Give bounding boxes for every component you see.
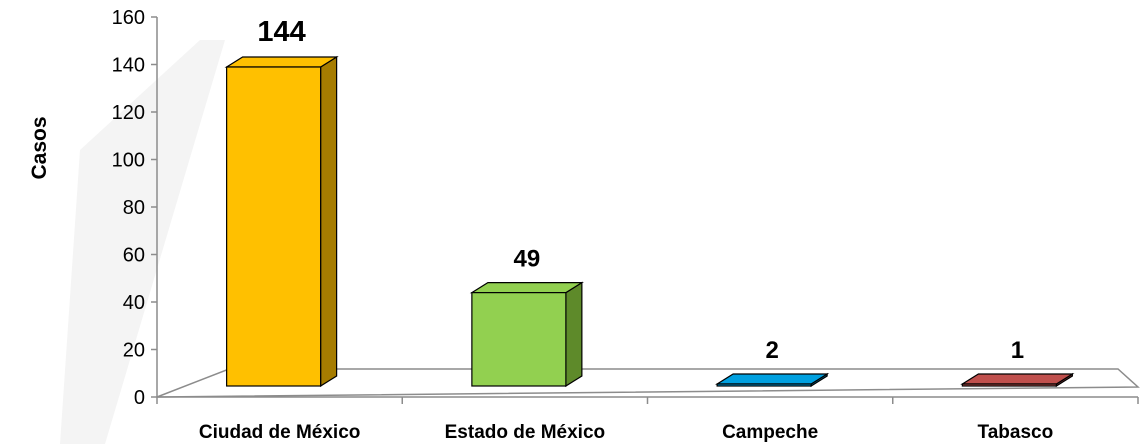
category-label: Tabasco [978, 422, 1054, 443]
bar-side-face [565, 281, 583, 388]
floor-plane [156, 368, 1140, 398]
y-tick-label: 0 [134, 387, 145, 409]
bars [224, 55, 1075, 388]
chart-floor [156, 368, 1140, 398]
category-label: Ciudad de México [199, 422, 361, 443]
data-label: 2 [765, 337, 778, 364]
y-axis-ticks: 0 20 40 60 80 100 120 140 160 [112, 7, 157, 409]
y-tick-label: 120 [112, 102, 145, 124]
bar-front-face [961, 383, 1057, 387]
watermark-shape [60, 40, 225, 444]
y-tick-label: 20 [123, 340, 145, 362]
category-label: Estado de México [445, 422, 606, 443]
y-tick-label: 100 [112, 150, 145, 172]
data-label: 49 [514, 246, 541, 273]
bar-tabasco [960, 372, 1075, 388]
bar-front-face [226, 66, 322, 387]
category-labels: Ciudad de México Estado de México Campeche… [199, 422, 1053, 443]
bar-front-face [471, 292, 567, 387]
category-label: Campeche [722, 422, 818, 443]
bar-top-face [960, 373, 1075, 385]
bar-top-face [715, 373, 830, 385]
y-tick-label: 80 [123, 197, 145, 219]
data-label: 144 [257, 16, 305, 48]
bar-side-face [320, 55, 338, 388]
y-tick-label: 40 [123, 292, 145, 314]
bar-top-face [224, 56, 339, 68]
y-axis-title: Casos [28, 116, 51, 179]
bar-ciudad-de-m-xico [224, 55, 339, 388]
bar-front-face [716, 383, 812, 387]
bar-campeche [715, 372, 830, 388]
data-label: 1 [1011, 337, 1024, 364]
data-labels: 144 49 2 1 [257, 16, 1024, 364]
bar-estado-de-m-xico [469, 281, 584, 388]
bar-top-face [469, 282, 584, 294]
y-tick-label: 160 [112, 7, 145, 29]
y-tick-label: 140 [112, 55, 145, 77]
y-tick-label: 60 [123, 245, 145, 267]
